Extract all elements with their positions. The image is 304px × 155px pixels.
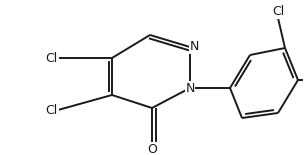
Text: Cl: Cl xyxy=(272,5,284,18)
Text: O: O xyxy=(147,143,157,155)
Text: N: N xyxy=(190,40,199,53)
Text: Cl: Cl xyxy=(46,51,58,64)
Text: Cl: Cl xyxy=(46,104,58,117)
Text: N: N xyxy=(185,82,195,95)
